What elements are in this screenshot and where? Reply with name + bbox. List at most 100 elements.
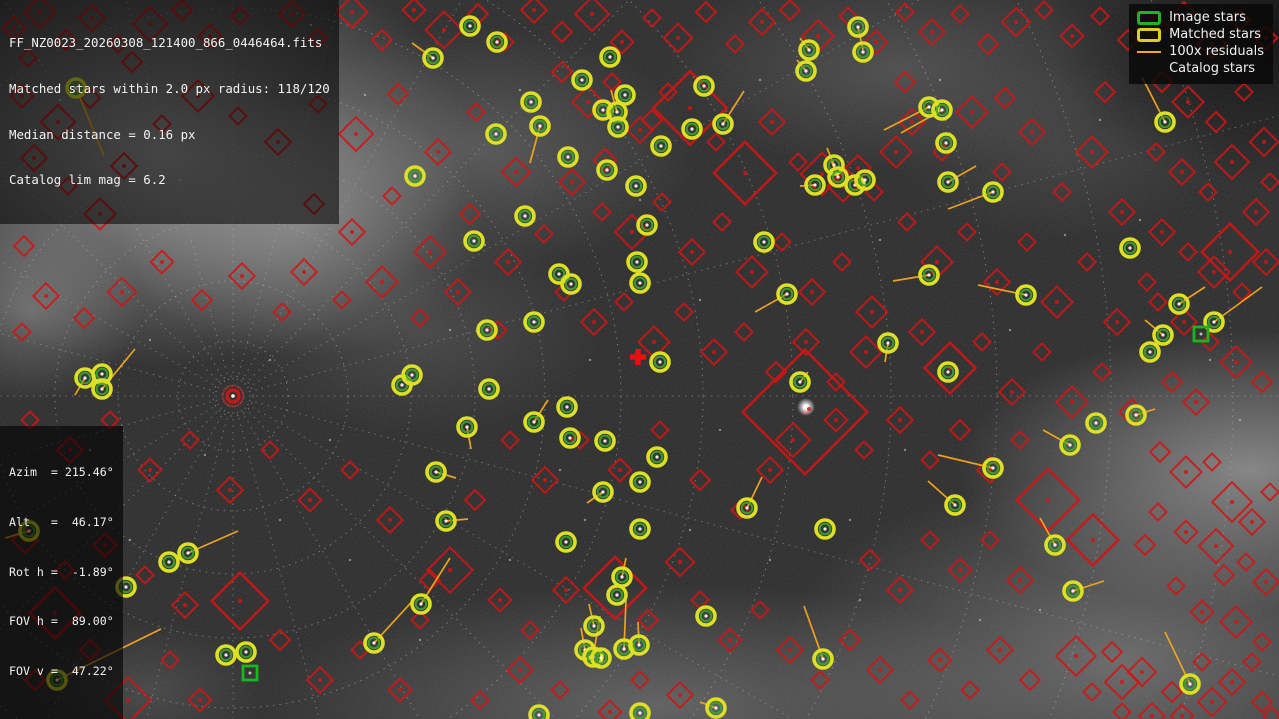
catalog-star-diamond bbox=[375, 505, 405, 535]
matched-star-circle bbox=[982, 457, 1004, 479]
catalog-star-diamond bbox=[1107, 197, 1137, 227]
catalog-star-dot bbox=[929, 29, 935, 35]
matched-star-circle bbox=[478, 378, 500, 400]
catalog-star-diamond bbox=[1052, 182, 1072, 202]
matched-star-core bbox=[953, 503, 957, 507]
matched-star-circle bbox=[523, 411, 545, 433]
catalog-star-diamond bbox=[1251, 247, 1279, 277]
matched-star-core bbox=[635, 260, 639, 264]
catalog-star-dot bbox=[1185, 99, 1191, 105]
catalog-star-dot bbox=[1229, 679, 1235, 685]
matched-star-core bbox=[557, 272, 561, 276]
matched-count: Matched stars within 2.0 px radius: 118/… bbox=[9, 81, 330, 97]
matched-star-core bbox=[580, 78, 584, 82]
matched-star-circle bbox=[736, 497, 758, 519]
matched-star-circle bbox=[1168, 293, 1190, 315]
matched-star-inner-ring bbox=[563, 431, 577, 445]
matched-star-inner-ring bbox=[564, 277, 578, 291]
catalog-star-dot bbox=[237, 598, 243, 604]
catalog-star-diamond bbox=[573, 0, 611, 33]
catalog-star-diamond bbox=[879, 135, 913, 169]
catalog-star-diamond bbox=[337, 115, 375, 153]
catalog-star-dot bbox=[815, 33, 821, 39]
catalog-star-diamond bbox=[607, 457, 633, 483]
catalog-star-dot bbox=[937, 657, 943, 663]
catalog-star-diamond bbox=[897, 107, 927, 137]
catalog-star-diamond bbox=[1213, 143, 1251, 181]
catalog-star-dot bbox=[387, 517, 393, 523]
catalog-star-diamond bbox=[920, 530, 940, 550]
matched-star-circle bbox=[798, 39, 820, 61]
catalog-star-diamond bbox=[927, 647, 953, 673]
catalog-star-diamond bbox=[209, 570, 271, 632]
matched-star-inner-ring bbox=[941, 365, 955, 379]
catalog-star-diamond bbox=[1010, 430, 1030, 450]
matched-star-inner-ring bbox=[480, 323, 494, 337]
matched-star-circle bbox=[804, 174, 826, 196]
catalog-star-diamond bbox=[652, 192, 672, 212]
matched-star-core bbox=[1212, 320, 1216, 324]
matched-star-circle bbox=[944, 494, 966, 516]
catalog-star-dot bbox=[877, 667, 883, 673]
catalog-star-dot bbox=[803, 339, 809, 345]
matched-star-circle bbox=[529, 115, 551, 137]
catalog-star-diamond bbox=[922, 340, 978, 396]
matched-star-inner-ring bbox=[600, 163, 614, 177]
matched-star-circle bbox=[177, 542, 199, 564]
matched-star-inner-ring bbox=[1158, 115, 1172, 129]
catalog-star-diamond bbox=[1241, 197, 1271, 227]
matched-star-inner-ring bbox=[941, 175, 955, 189]
image-star-square bbox=[1192, 325, 1210, 343]
matched-star-core bbox=[655, 455, 659, 459]
matched-star-core bbox=[608, 55, 612, 59]
matched-star-core bbox=[601, 490, 605, 494]
catalog-star-dot bbox=[1193, 399, 1199, 405]
matched-star-inner-ring bbox=[685, 122, 699, 136]
matched-star-circle bbox=[877, 332, 899, 354]
matched-star-core bbox=[690, 127, 694, 131]
catalog-star-diamond bbox=[487, 587, 513, 613]
matched-star-circle bbox=[650, 135, 672, 157]
matched-star-inner-ring bbox=[629, 179, 643, 193]
matched-star-circle bbox=[486, 31, 508, 53]
matched-star-core bbox=[1024, 293, 1028, 297]
matched-star-core bbox=[798, 380, 802, 384]
matched-star-core bbox=[565, 405, 569, 409]
catalog-star-diamond bbox=[810, 670, 830, 690]
catalog-star-diamond bbox=[550, 20, 574, 44]
matched-star-circle bbox=[583, 615, 605, 637]
catalog-star-dot bbox=[833, 417, 839, 423]
catalog-star-diamond bbox=[730, 500, 750, 520]
catalog-star-dot bbox=[349, 229, 355, 235]
matched-star-inner-ring bbox=[439, 514, 453, 528]
matched-star-circle bbox=[91, 378, 113, 400]
matched-star-inner-ring bbox=[716, 117, 730, 131]
catalog-star-diamond bbox=[690, 590, 710, 610]
catalog-star-dot bbox=[569, 179, 575, 185]
matched-star-inner-ring bbox=[489, 127, 503, 141]
matched-star-core bbox=[807, 48, 811, 52]
matched-star-inner-ring bbox=[757, 235, 771, 249]
pole-marker-ring bbox=[225, 388, 241, 404]
catalog-star-dot bbox=[1017, 577, 1023, 583]
matched-star-inner-ring bbox=[699, 609, 713, 623]
catalog-star-diamond bbox=[20, 410, 40, 430]
catalog-star-diamond bbox=[551, 575, 581, 605]
catalog-star-dot bbox=[441, 27, 447, 33]
catalog-star-dot bbox=[411, 7, 417, 13]
catalog-star-dot bbox=[589, 11, 595, 17]
catalog-star-diamond bbox=[463, 488, 487, 512]
matched-star-inner-ring bbox=[630, 255, 644, 269]
matched-star-circle bbox=[560, 273, 582, 295]
matched-star-circle bbox=[649, 351, 671, 373]
catalog-star-diamond bbox=[458, 202, 482, 226]
matched-star-core bbox=[623, 93, 627, 97]
matched-star-inner-ring bbox=[239, 645, 253, 659]
matched-star-core bbox=[487, 387, 491, 391]
matched-star-inner-ring bbox=[939, 136, 953, 150]
matched-star-core bbox=[638, 480, 642, 484]
catalog-star-diamond bbox=[493, 247, 523, 277]
catalog-star-diamond bbox=[734, 322, 754, 342]
catalog-lim-mag: Catalog lim mag = 6.2 bbox=[9, 172, 166, 188]
matched-stars-icon bbox=[1137, 28, 1162, 42]
